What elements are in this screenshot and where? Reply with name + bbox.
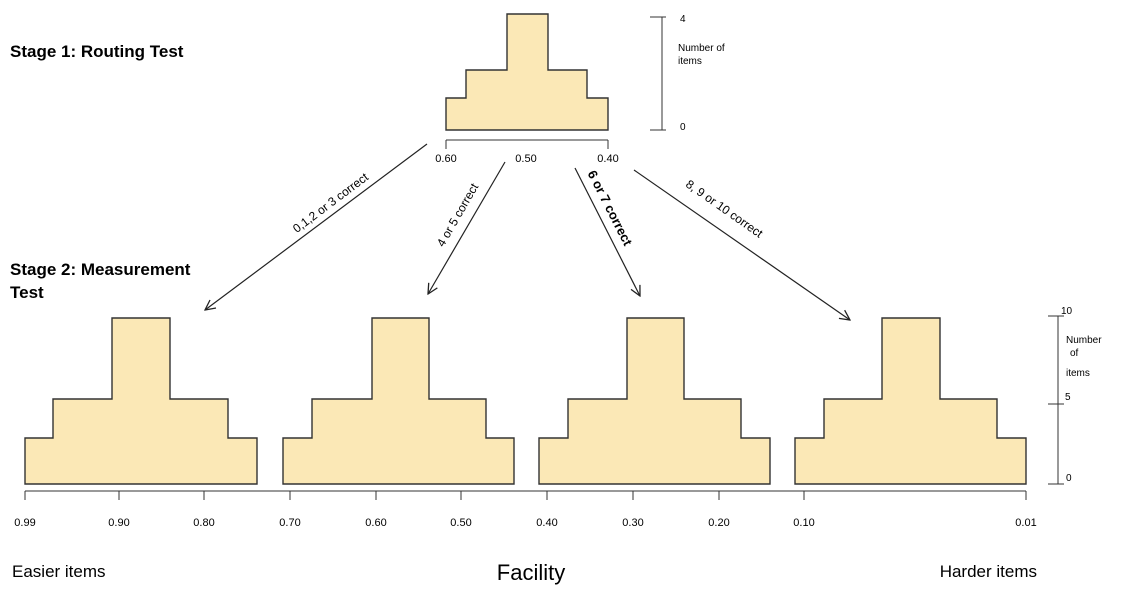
- facility-axis-ticks: [24, 491, 1027, 500]
- footer-facility-title: Facility: [497, 560, 565, 585]
- facility-axis-label: 0.01: [1015, 517, 1036, 529]
- routing-scale-title-line1: Number of: [678, 43, 725, 54]
- facility-axis-label: 0.80: [193, 517, 214, 529]
- measurement-histogram-hardest: [794, 317, 1027, 485]
- route-label-1: 0,1,2 or 3 correct: [290, 170, 371, 236]
- facility-axis-label: 0.10: [793, 517, 814, 529]
- route-label-4: 8, 9 or 10 correct: [683, 177, 766, 241]
- route-arrow-2: [428, 161, 506, 294]
- footer-easier-items: Easier items: [12, 562, 106, 581]
- facility-axis-label: 0.70: [279, 517, 300, 529]
- route-arrow-3: [574, 167, 640, 296]
- measurement-scale-mid-label: 5: [1065, 392, 1071, 403]
- facility-axis-label: 0.20: [708, 517, 729, 529]
- facility-axis-labels: 0.99 0.90 0.80 0.70 0.60 0.50 0.40 0.30 0.20 0.10…: [14, 517, 1036, 529]
- measurement-histogram-easy: [282, 317, 515, 485]
- facility-axis-label: 0.90: [108, 517, 129, 529]
- measurement-scale-title-line1: Number: [1066, 335, 1102, 346]
- routing-axis-label-1: 0.50: [515, 153, 536, 165]
- routing-axis-label-0: 0.60: [435, 153, 456, 165]
- measurement-histogram-easiest: [24, 317, 258, 485]
- measurement-scale-title-line2: of: [1070, 348, 1079, 359]
- route-arrow-1: [205, 143, 428, 310]
- measurement-histogram-hard: [538, 317, 771, 485]
- facility-axis-label: 0.30: [622, 517, 643, 529]
- routing-test-histogram: [445, 13, 609, 131]
- route-arrow-4: [633, 169, 850, 320]
- footer-harder-items: Harder items: [940, 562, 1037, 581]
- measurement-scale-title-line3: items: [1066, 368, 1090, 379]
- routing-axis: [445, 139, 609, 149]
- routing-scale-bottom-label: 0: [680, 122, 686, 133]
- routing-axis-label-2: 0.40: [597, 153, 618, 165]
- routing-scale-top-label: 4: [680, 14, 686, 25]
- measurement-scale-bottom-label: 0: [1066, 473, 1072, 484]
- stage1-label: Stage 1: Routing Test: [10, 42, 184, 61]
- measurement-scale-bar: [1048, 315, 1064, 485]
- routing-scale-bar: [650, 16, 666, 131]
- facility-axis-label: 0.60: [365, 517, 386, 529]
- facility-axis-label: 0.50: [450, 517, 471, 529]
- facility-axis-label: 0.40: [536, 517, 557, 529]
- facility-axis-label: 0.99: [14, 517, 35, 529]
- stage2-label-line1: Stage 2: Measurement: [10, 260, 191, 279]
- stage2-label-line2: Test: [10, 283, 44, 302]
- routing-scale-title-line2: items: [678, 56, 702, 67]
- measurement-scale-top-label: 10: [1061, 306, 1073, 317]
